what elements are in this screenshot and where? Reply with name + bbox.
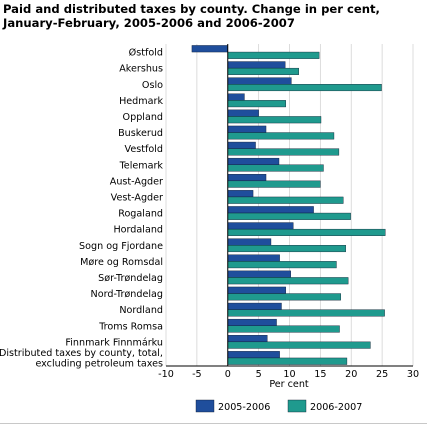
legend-label: 2006-2007 bbox=[310, 402, 362, 413]
bar bbox=[227, 125, 267, 133]
bottom-divider bbox=[0, 423, 427, 424]
x-tick-label: 0 bbox=[225, 369, 231, 380]
bar bbox=[227, 228, 386, 236]
legend-label: 2005-2006 bbox=[218, 402, 270, 413]
bar bbox=[227, 174, 267, 182]
bar bbox=[227, 335, 268, 343]
bar bbox=[227, 212, 351, 220]
bar bbox=[227, 196, 344, 204]
bar bbox=[227, 190, 254, 198]
bar bbox=[227, 180, 321, 188]
legend-swatch bbox=[287, 399, 307, 413]
category-labels: Østfold Akershus Oslo Hedmark Oppland Buskeru… bbox=[0, 47, 163, 370]
category-label: Vest-Agder bbox=[111, 192, 163, 203]
x-tick-label: 15 bbox=[314, 369, 326, 380]
bar bbox=[227, 341, 371, 349]
category-label: Sør-Trøndelag bbox=[98, 273, 163, 284]
category-label: Oslo bbox=[142, 80, 163, 91]
category-label: Møre og Romsdal bbox=[80, 257, 163, 268]
bar bbox=[227, 164, 324, 172]
bar bbox=[227, 100, 286, 108]
bar bbox=[227, 302, 282, 310]
legend-swatch bbox=[195, 399, 215, 413]
category-label: Akershus bbox=[119, 64, 163, 75]
bars bbox=[191, 45, 386, 365]
category-label: Vestfold bbox=[125, 144, 163, 155]
bar bbox=[227, 261, 337, 269]
bar bbox=[227, 357, 348, 365]
x-tick-label: 5 bbox=[256, 369, 262, 380]
bar bbox=[227, 77, 292, 85]
category-label: Oppland bbox=[123, 112, 163, 123]
legend: 2005-2006 2006-2007 bbox=[195, 399, 362, 413]
category-label: Hordaland bbox=[113, 225, 163, 236]
axes bbox=[166, 44, 413, 367]
bar bbox=[227, 325, 340, 333]
bar bbox=[227, 93, 245, 101]
category-label: Østfold bbox=[129, 47, 163, 59]
x-tick-label: 30 bbox=[407, 369, 419, 380]
bar bbox=[227, 286, 286, 294]
category-label: excluding petroleum taxes bbox=[35, 359, 163, 370]
x-tick-labels: -10 -5 0 5 10 15 20 25 30 bbox=[158, 369, 419, 380]
bar bbox=[227, 238, 272, 246]
bar bbox=[191, 45, 228, 53]
bar bbox=[227, 148, 340, 156]
category-label: Nord-Trøndelag bbox=[91, 289, 163, 300]
bar bbox=[227, 222, 294, 230]
category-label: Telemark bbox=[119, 160, 164, 171]
bar bbox=[227, 270, 291, 278]
x-axis-label: Per cent bbox=[269, 379, 309, 390]
bar bbox=[227, 245, 346, 253]
bar bbox=[227, 318, 277, 326]
x-tick-label: 25 bbox=[376, 369, 388, 380]
category-label: Hedmark bbox=[119, 96, 163, 107]
category-label: Rogaland bbox=[118, 209, 163, 220]
bar bbox=[227, 132, 335, 140]
bar bbox=[227, 157, 280, 165]
bar bbox=[227, 254, 280, 262]
x-tick-label: 10 bbox=[283, 369, 295, 380]
bar bbox=[227, 61, 286, 69]
x-tick-label: -10 bbox=[158, 369, 174, 380]
bar bbox=[227, 51, 320, 59]
bar bbox=[227, 293, 341, 301]
bar bbox=[227, 67, 299, 75]
category-label: Buskerud bbox=[118, 128, 163, 139]
bar bbox=[227, 116, 322, 124]
bar bbox=[227, 206, 314, 214]
bar bbox=[227, 141, 256, 149]
chart-title: Paid and distributed taxes by county. Ch… bbox=[3, 2, 380, 30]
gridlines bbox=[165, 44, 414, 366]
x-tick-label: 20 bbox=[345, 369, 357, 380]
bar bbox=[227, 351, 280, 359]
bar bbox=[227, 309, 385, 317]
category-label: Nordland bbox=[119, 305, 163, 316]
bar bbox=[227, 109, 259, 117]
category-label: Sogn og Fjordane bbox=[79, 241, 163, 252]
bar bbox=[227, 84, 382, 92]
bar bbox=[227, 277, 349, 285]
category-label: Distributed taxes by county, total, bbox=[0, 348, 163, 359]
category-label: Aust-Agder bbox=[110, 176, 163, 187]
x-tick-label: -5 bbox=[192, 369, 202, 380]
category-label: Finnmark Finnmárku bbox=[65, 336, 163, 348]
category-label: Troms Romsa bbox=[98, 321, 163, 332]
